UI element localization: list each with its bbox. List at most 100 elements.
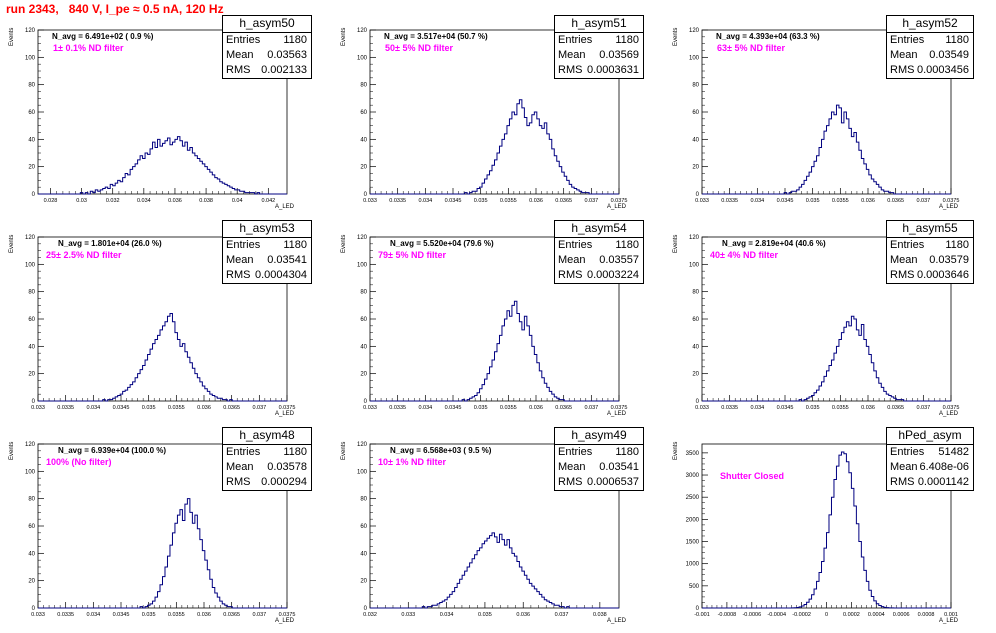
histogram-series	[38, 136, 287, 195]
histogram-series	[702, 104, 951, 195]
x-tick-label: 0.04	[232, 198, 243, 204]
x-tick-label: 0.034	[86, 612, 100, 618]
stats-value-mean: 0.03579	[929, 254, 969, 266]
y-tick-label: 3000	[686, 473, 700, 479]
stats-label-mean: Mean	[226, 49, 254, 61]
histogram-panel-h_asym50: 0 20 40 60 80 100 120 0.028 0.03 0.032 0.034 0.036 0…	[0, 12, 332, 219]
y-tick-label: 100	[25, 469, 36, 475]
stats-title: h_asym48	[223, 428, 311, 445]
x-tick-label: 0.032	[106, 198, 120, 204]
histogram-panel-h_asym53: 0 20 40 60 80 100 120 0.033 0.0335 0.034 0.0345 0.0…	[0, 219, 332, 426]
stats-row-mean: Mean 6.408e-06	[887, 460, 973, 475]
x-tick-label: -0.0002	[792, 612, 811, 618]
histogram-panel-hPed_asym: 0 500 1000 1500 2000 2500 3000 3500 -0.001 -0.000…	[664, 426, 996, 633]
filter-label: 10± 1% ND filter	[378, 457, 446, 467]
x-tick-label: 0.0355	[500, 405, 517, 411]
filter-label: 40± 4% ND filter	[710, 250, 778, 260]
x-tick-label: 0.042	[261, 198, 275, 204]
x-tick-label: 0.0365	[887, 198, 904, 204]
y-tick-label: 120	[25, 28, 36, 34]
x-axis-label: A_LED	[275, 618, 295, 624]
y-tick-label: 1000	[686, 562, 700, 568]
y-tick-label: 0	[364, 399, 368, 405]
y-tick-label: 60	[28, 110, 35, 116]
stats-row-entries: Entries 1180	[223, 238, 311, 253]
y-tick-label: 0	[696, 399, 700, 405]
stats-value-mean: 0.03541	[599, 461, 639, 473]
x-tick-label: 0.037	[252, 612, 266, 618]
y-tick-label: 60	[692, 110, 699, 116]
stats-title: h_asym51	[555, 16, 643, 33]
navg-label: N_avg = 5.520e+04 (79.6 %)	[390, 239, 494, 248]
x-tick-label: 0.036	[529, 405, 543, 411]
stats-label-entries: Entries	[558, 239, 593, 251]
y-tick-label: 120	[689, 28, 700, 34]
stats-row-mean: Mean 0.03569	[555, 48, 643, 63]
stats-title: h_asym53	[223, 221, 311, 238]
navg-label: N_avg = 4.393e+04 (63.3 %)	[716, 32, 820, 41]
x-tick-label: 0.037	[252, 405, 266, 411]
filter-label: 100% (No filter)	[46, 457, 112, 467]
stats-title: h_asym55	[887, 221, 973, 238]
x-tick-label: 0.036	[168, 198, 182, 204]
navg-label: N_avg = 6.491e+02 ( 0.9 %)	[52, 32, 154, 41]
y-tick-label: 20	[360, 165, 367, 171]
stats-value-entries: 1180	[283, 446, 307, 458]
stats-row-entries: Entries 1180	[555, 445, 643, 460]
x-tick-label: 0.037	[584, 198, 598, 204]
x-tick-label: 0.0355	[500, 198, 517, 204]
stats-value-entries: 1180	[945, 34, 969, 46]
x-tick-label: 0.0345	[113, 612, 130, 618]
x-tick-label: 0.0345	[445, 405, 462, 411]
y-tick-label: 60	[360, 110, 367, 116]
x-tick-label: 0.033	[695, 198, 709, 204]
x-tick-label: 0.033	[363, 405, 377, 411]
y-tick-label: 1500	[686, 540, 700, 546]
y-axis-label: Events	[9, 441, 15, 460]
y-tick-label: 20	[692, 165, 699, 171]
x-tick-label: -0.0008	[718, 612, 737, 618]
stats-value-rms: 0.0003224	[587, 269, 639, 281]
y-tick-label: 100	[689, 55, 700, 61]
y-tick-label: 100	[25, 262, 36, 268]
x-tick-label: 0.0355	[168, 612, 185, 618]
y-axis-label: Events	[341, 234, 347, 253]
x-tick-label: 0.035	[474, 405, 488, 411]
x-tick-label: 0.034	[86, 405, 100, 411]
y-tick-label: 80	[692, 83, 699, 89]
stats-value-mean: 6.408e-06	[919, 461, 969, 473]
navg-label: N_avg = 6.568e+03 ( 9.5 %)	[390, 446, 492, 455]
stats-label-entries: Entries	[226, 239, 261, 251]
x-tick-label: 0.0365	[223, 612, 240, 618]
y-tick-label: 0	[364, 192, 368, 198]
y-tick-label: 20	[360, 579, 367, 585]
stats-row-entries: Entries 1180	[555, 33, 643, 48]
stats-box: h_asym49 Entries 1180 Mean 0.03541 RMS 0.00065…	[554, 427, 644, 491]
x-tick-label: 0.037	[555, 612, 569, 618]
x-axis-label: A_LED	[939, 618, 959, 624]
x-tick-label: 0.033	[363, 198, 377, 204]
y-tick-label: 60	[360, 317, 367, 323]
x-tick-label: 0.037	[584, 405, 598, 411]
stats-label-entries: Entries	[890, 446, 925, 458]
x-tick-label: 0.0355	[168, 405, 185, 411]
navg-label: N_avg = 6.939e+04 (100.0 %)	[58, 446, 167, 455]
stats-label-entries: Entries	[226, 446, 261, 458]
x-tick-label: 0.0375	[611, 405, 628, 411]
x-tick-label: 0.034	[440, 612, 454, 618]
x-axis-label: A_LED	[275, 204, 295, 210]
x-tick-label: 0.036	[861, 198, 875, 204]
x-tick-label: 0.0355	[832, 405, 849, 411]
x-tick-label: 0.0335	[389, 405, 406, 411]
stats-label-rms: RMS	[226, 269, 251, 281]
stats-value-entries: 1180	[283, 34, 307, 46]
x-tick-label: 0.033	[695, 405, 709, 411]
x-tick-label: 0.0375	[943, 405, 960, 411]
stats-value-mean: 0.03569	[599, 49, 639, 61]
stats-value-entries: 1180	[615, 239, 639, 251]
filter-label: 1± 0.1% ND filter	[53, 43, 124, 53]
filter-label: 79± 5% ND filter	[378, 250, 446, 260]
y-tick-label: 80	[28, 497, 35, 503]
stats-box: hPed_asym Entries 51482 Mean 6.408e-06 RMS 0.0…	[886, 427, 974, 491]
stats-value-rms: 0.0004304	[255, 269, 307, 281]
